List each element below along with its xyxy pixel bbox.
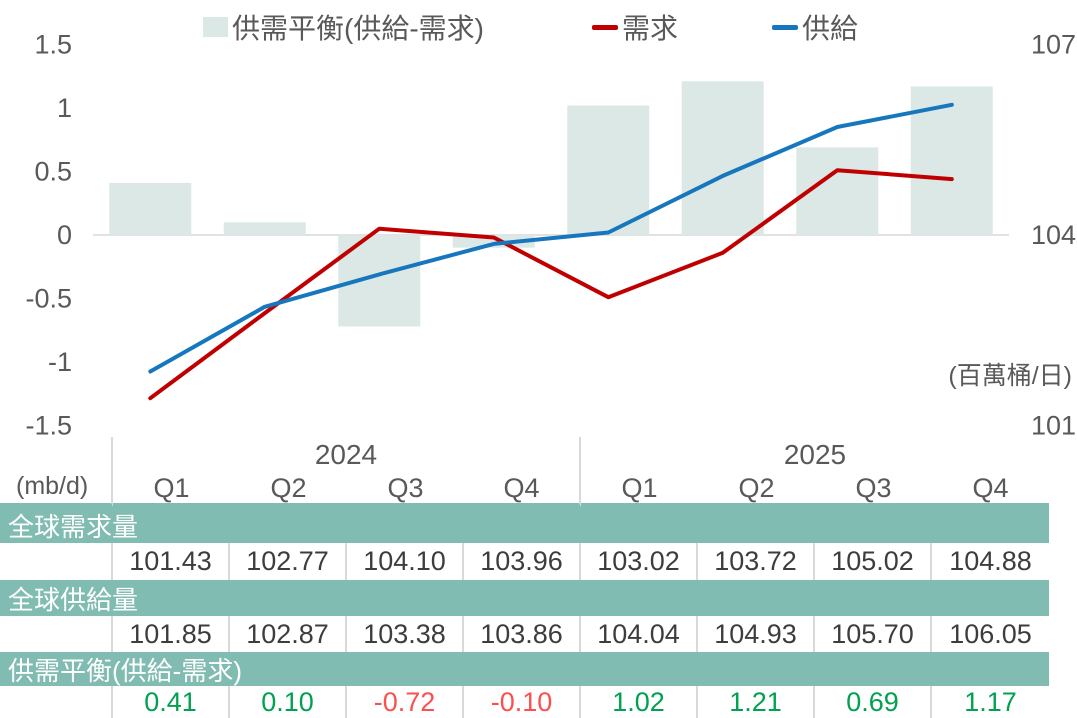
- svg-text:0: 0: [57, 220, 72, 250]
- legend-item-balance: 供需平衡(供給-需求): [203, 10, 484, 44]
- balance-value: -0.72: [347, 686, 464, 718]
- svg-text:-0.5: -0.5: [25, 284, 72, 314]
- supply-value: 103.38: [347, 616, 464, 652]
- unit-annotation: (百萬桶/日): [948, 362, 1072, 390]
- table-corner-cell: [0, 437, 113, 473]
- svg-text:104: 104: [1031, 220, 1076, 250]
- row-label-spacer: [0, 616, 113, 652]
- quarter-header: Q2: [698, 473, 815, 507]
- quarter-header: Q3: [347, 473, 464, 507]
- quarter-header: Q4: [932, 473, 1049, 507]
- supply-value: 106.05: [949, 618, 1032, 649]
- chart-plot-area: 1.5 1 0.5 0 -0.5 -1 -1.5 107 104 101: [25, 30, 1076, 436]
- row-header-global-supply: 全球供給量: [0, 580, 1049, 616]
- quarter-header: Q4: [464, 473, 581, 507]
- balance-value: 0.10: [230, 686, 347, 718]
- balance-value: 1.02: [581, 686, 698, 718]
- legend-item-demand: 需求: [592, 10, 678, 44]
- balance-value: 0.69: [815, 686, 932, 718]
- supply-value: 104.04: [581, 616, 698, 652]
- svg-text:1: 1: [57, 93, 72, 123]
- svg-text:-1.5: -1.5: [25, 411, 72, 436]
- quarter-header: Q1: [113, 473, 230, 507]
- quarter-header: Q3: [815, 473, 932, 507]
- demand-value: 102.77: [230, 543, 347, 580]
- balance-bar-swatch-icon: [203, 17, 228, 37]
- row-label-spacer: [0, 543, 113, 580]
- supply-demand-chart: 1.5 1 0.5 0 -0.5 -1 -1.5 107 104 101 供需平衡(供給-需求) …: [25, 10, 1076, 436]
- svg-text:107: 107: [1031, 30, 1076, 60]
- demand-value: 103.02: [581, 543, 698, 580]
- svg-text:-1: -1: [48, 347, 72, 377]
- supply-value: 103.86: [464, 616, 581, 652]
- supply-value: 101.85: [113, 616, 230, 652]
- legend-demand-label: 需求: [622, 13, 679, 44]
- row-header-global-demand: 全球需求量: [0, 507, 1049, 543]
- balance-value: 0.41: [113, 686, 230, 718]
- balance-value: 1.21: [698, 686, 815, 718]
- supply-line-swatch-icon: [772, 24, 798, 30]
- year-header-2025: 2025: [783, 439, 847, 470]
- demand-value: 105.02: [815, 543, 932, 580]
- svg-text:101: 101: [1031, 411, 1076, 436]
- quarterly-data-table: 2024 2025 (mb/d) Q1 Q2 Q3 Q4 Q1 Q2 Q3 Q4…: [0, 435, 1049, 718]
- balance-value: 1.17: [964, 686, 1017, 717]
- svg-text:0.5: 0.5: [34, 157, 72, 187]
- supply-value: 105.70: [815, 616, 932, 652]
- legend-item-supply: 供給: [772, 10, 858, 44]
- legend-balance-label: 供需平衡(供給-需求): [232, 13, 484, 44]
- year-header-2024: 2024: [113, 437, 581, 473]
- quarter-header: Q2: [230, 473, 347, 507]
- demand-value: 104.88: [949, 546, 1032, 576]
- supply-value: 102.87: [230, 616, 347, 652]
- row-label-spacer: [0, 686, 113, 718]
- table-unit-label: (mb/d): [0, 472, 113, 507]
- demand-value: 101.43: [113, 543, 230, 580]
- supply-value: 104.93: [698, 616, 815, 652]
- demand-value: 104.10: [347, 543, 464, 580]
- demand-value: 103.72: [698, 543, 815, 580]
- quarter-header: Q1: [581, 473, 698, 507]
- svg-text:1.5: 1.5: [34, 30, 72, 60]
- legend-supply-label: 供給: [802, 13, 859, 44]
- balance-value: -0.10: [464, 686, 581, 718]
- row-header-balance: 供需平衡(供給-需求): [0, 652, 1049, 686]
- demand-line-swatch-icon: [592, 24, 618, 30]
- demand-value: 103.96: [464, 543, 581, 580]
